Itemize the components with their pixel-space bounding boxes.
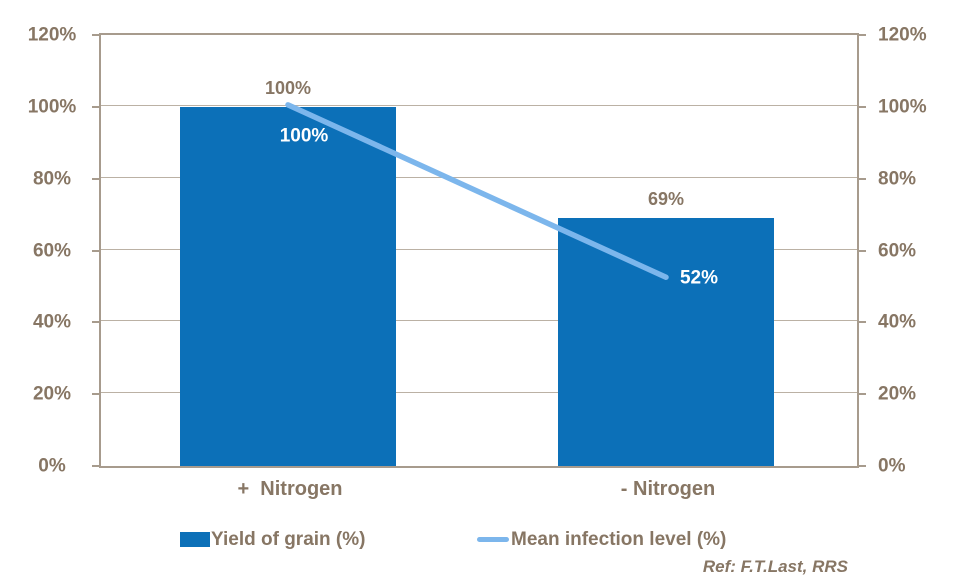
bar-category-1 (558, 218, 774, 466)
reference-text: Ref: F.T.Last, RRS (702, 557, 848, 576)
y-axis-label-right-60: 60% (878, 240, 917, 261)
y-axis-tick-right-100 (859, 105, 866, 108)
y-axis-label-right-20: 20% (878, 383, 917, 405)
y-axis-label-left-60: 60% (32, 240, 72, 261)
bar-category-0 (180, 106, 396, 466)
y-axis-tick-left-120 (92, 34, 99, 36)
y-axis-tick-right-80 (859, 177, 866, 180)
y-axis-tick-left-20 (92, 393, 99, 396)
y-axis-tick-left-60 (92, 249, 99, 252)
legend-item-yield-of-grain: Yield of grain (%) (180, 527, 365, 551)
gridline-100 (101, 104, 857, 106)
y-axis-label-right-80: 80% (878, 168, 917, 190)
y-axis-label-left-0: 0% (38, 455, 66, 477)
y-axis-tick-left-100 (92, 105, 99, 108)
infection-line (285, 102, 669, 280)
y-axis-label-right-40: 40% (878, 311, 917, 333)
gridline-60 (101, 248, 857, 250)
y-axis-tick-left-40 (92, 321, 99, 324)
line-series-legend-label: Mean infection level (%) (511, 528, 727, 550)
bar-value-label-1: 69% (647, 189, 685, 210)
line-value-label-0: 100% (279, 125, 329, 147)
bar-series-legend-swatch (180, 531, 210, 547)
bar-series-legend-label: Yield of grain (%) (211, 528, 366, 550)
x-axis-label-1: - Nitrogen (620, 478, 716, 500)
y-axis-label-left-100: 100% (27, 96, 77, 118)
y-axis-label-right-100: 100% (878, 96, 927, 118)
gridline-40 (101, 320, 857, 322)
y-axis-label-left-80: 80% (32, 168, 72, 190)
y-axis-tick-left-80 (92, 177, 99, 180)
bar-value-label-0: 100% (264, 77, 312, 98)
gridline-80 (101, 176, 857, 178)
y-axis-label-right-0: 0% (878, 455, 906, 477)
legend-item-mean-infection: Mean infection level (%) (477, 527, 726, 551)
plot-area: 100% 69% 100% 52% (99, 33, 859, 468)
line-value-label-1: 52% (679, 267, 719, 289)
y-axis-tick-right-120 (859, 34, 866, 36)
y-axis-tick-right-60 (859, 249, 866, 252)
y-axis-label-left-40: 40% (32, 311, 72, 333)
y-axis-label-left-120: 120% (27, 24, 77, 46)
y-axis-tick-right-0 (859, 465, 866, 467)
y-axis-tick-left-0 (92, 465, 99, 467)
y-axis-tick-right-20 (859, 393, 866, 396)
gridline-20 (101, 392, 857, 394)
y-axis-tick-right-40 (859, 321, 866, 324)
x-axis-label-0: + Nitrogen (237, 478, 343, 500)
line-series-legend-swatch (477, 536, 509, 542)
y-axis-label-left-20: 20% (32, 383, 72, 405)
y-axis-label-right-120: 120% (878, 24, 927, 46)
